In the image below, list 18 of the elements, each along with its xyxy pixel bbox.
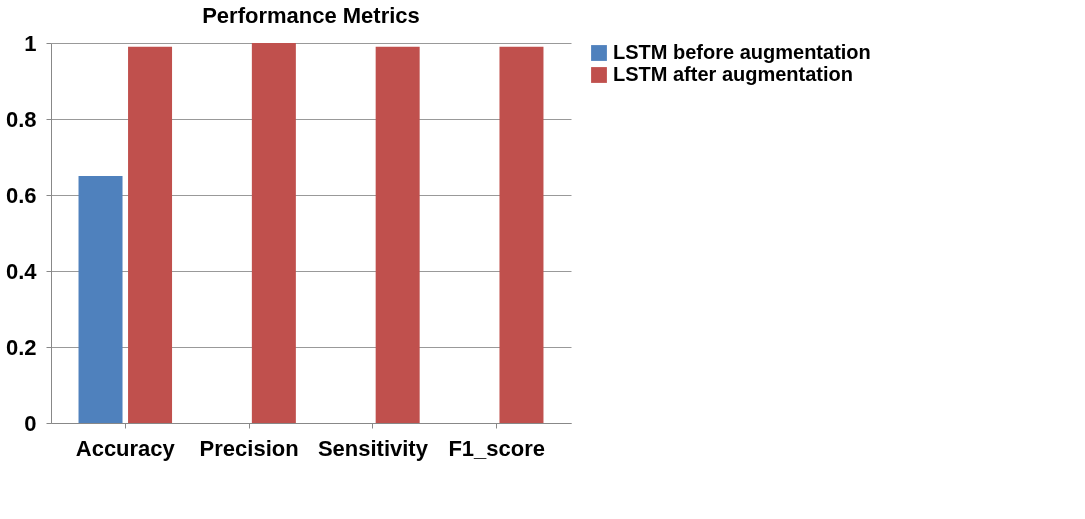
legend-label: LSTM before augmentation — [613, 41, 871, 63]
y-tick-label: 0.8 — [5, 106, 37, 132]
legend-label: LSTM after augmentation — [613, 63, 854, 85]
chart-title: Performance Metrics — [202, 3, 420, 28]
bar — [375, 46, 420, 423]
bar — [78, 176, 123, 423]
x-tick-label: F1_score — [448, 435, 546, 461]
y-tick-label: 0.6 — [5, 182, 37, 208]
x-tick-label: Precision — [199, 435, 299, 461]
bar — [251, 43, 296, 423]
y-tick-label: 0 — [24, 410, 37, 436]
y-tick-label: 0.2 — [5, 334, 37, 360]
bar — [499, 46, 544, 423]
x-tick-label: Accuracy — [75, 435, 176, 461]
x-tick-label: Sensitivity — [317, 435, 429, 461]
y-tick-label: 0.4 — [5, 258, 38, 284]
y-tick-label: 1 — [24, 30, 37, 56]
bar — [128, 46, 173, 423]
